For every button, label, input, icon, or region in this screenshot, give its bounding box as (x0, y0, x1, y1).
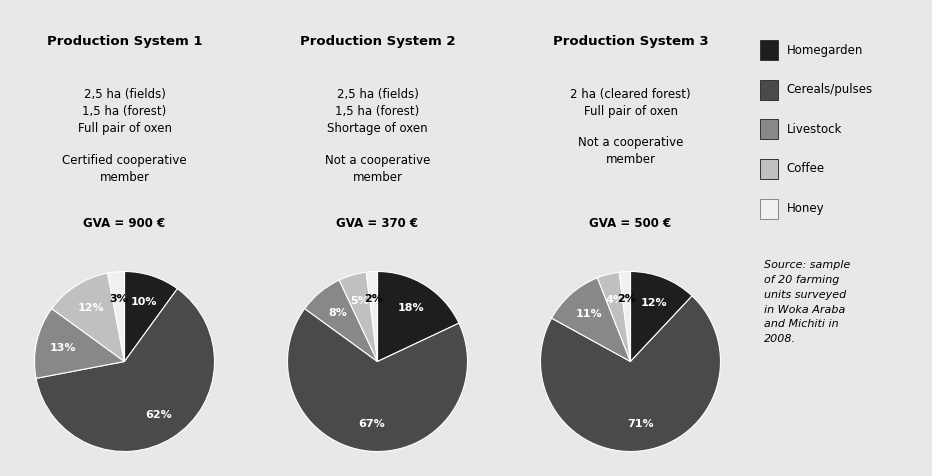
Text: Coffee: Coffee (787, 162, 825, 176)
Text: 13%: 13% (49, 343, 76, 353)
Text: 10%: 10% (130, 297, 158, 307)
Wedge shape (631, 271, 692, 361)
Wedge shape (305, 280, 377, 361)
Text: Production System 3: Production System 3 (553, 35, 708, 48)
Bar (761, 40, 778, 60)
Text: 5%: 5% (350, 296, 369, 306)
Text: 2,5 ha (fields)
1,5 ha (forest)
Shortage of oxen: 2,5 ha (fields) 1,5 ha (forest) Shortage… (327, 88, 428, 135)
Text: 3%: 3% (109, 294, 128, 304)
Text: Production System 2: Production System 2 (300, 35, 455, 48)
Wedge shape (36, 288, 214, 452)
Text: 12%: 12% (77, 303, 104, 313)
Text: Homegarden: Homegarden (787, 44, 863, 57)
Text: Production System 1: Production System 1 (47, 35, 202, 48)
Text: 11%: 11% (576, 309, 602, 319)
Wedge shape (377, 271, 459, 361)
Bar (761, 119, 778, 139)
Text: 2 ha (cleared forest)
Full pair of oxen: 2 ha (cleared forest) Full pair of oxen (570, 88, 691, 118)
Text: 62%: 62% (144, 410, 171, 420)
Wedge shape (34, 308, 125, 378)
Text: Source: sample
of 20 farming
units surveyed
in Woka Araba
and Michiti in
2008.: Source: sample of 20 farming units surve… (764, 260, 850, 344)
Text: 4%: 4% (605, 296, 624, 306)
Wedge shape (597, 272, 631, 361)
Text: 2,5 ha (fields)
1,5 ha (forest)
Full pair of oxen: 2,5 ha (fields) 1,5 ha (forest) Full pai… (77, 88, 171, 135)
Wedge shape (107, 271, 125, 361)
Bar (761, 80, 778, 99)
Text: Not a cooperative
member: Not a cooperative member (578, 136, 683, 166)
Wedge shape (541, 296, 720, 452)
Wedge shape (366, 271, 377, 361)
Wedge shape (125, 271, 177, 361)
Wedge shape (552, 278, 631, 361)
Text: 2%: 2% (364, 294, 383, 304)
Text: GVA = 900 €: GVA = 900 € (84, 218, 166, 230)
Text: Honey: Honey (787, 202, 825, 215)
Text: Livestock: Livestock (787, 123, 843, 136)
Text: 71%: 71% (627, 419, 653, 429)
Wedge shape (287, 308, 468, 452)
Wedge shape (51, 273, 125, 361)
Wedge shape (619, 271, 631, 361)
Text: Not a cooperative
member: Not a cooperative member (325, 154, 431, 184)
Text: GVA = 500 €: GVA = 500 € (589, 218, 672, 230)
Text: Cereals/pulses: Cereals/pulses (787, 83, 873, 96)
Text: 8%: 8% (328, 308, 347, 318)
Text: GVA = 370 €: GVA = 370 € (336, 218, 418, 230)
Text: 12%: 12% (640, 298, 667, 308)
Bar (761, 198, 778, 218)
Text: 18%: 18% (398, 303, 425, 313)
Bar (761, 159, 778, 179)
Text: Certified cooperative
member: Certified cooperative member (62, 154, 186, 184)
Text: 2%: 2% (617, 294, 636, 304)
Wedge shape (339, 272, 377, 361)
Text: 67%: 67% (358, 419, 385, 429)
